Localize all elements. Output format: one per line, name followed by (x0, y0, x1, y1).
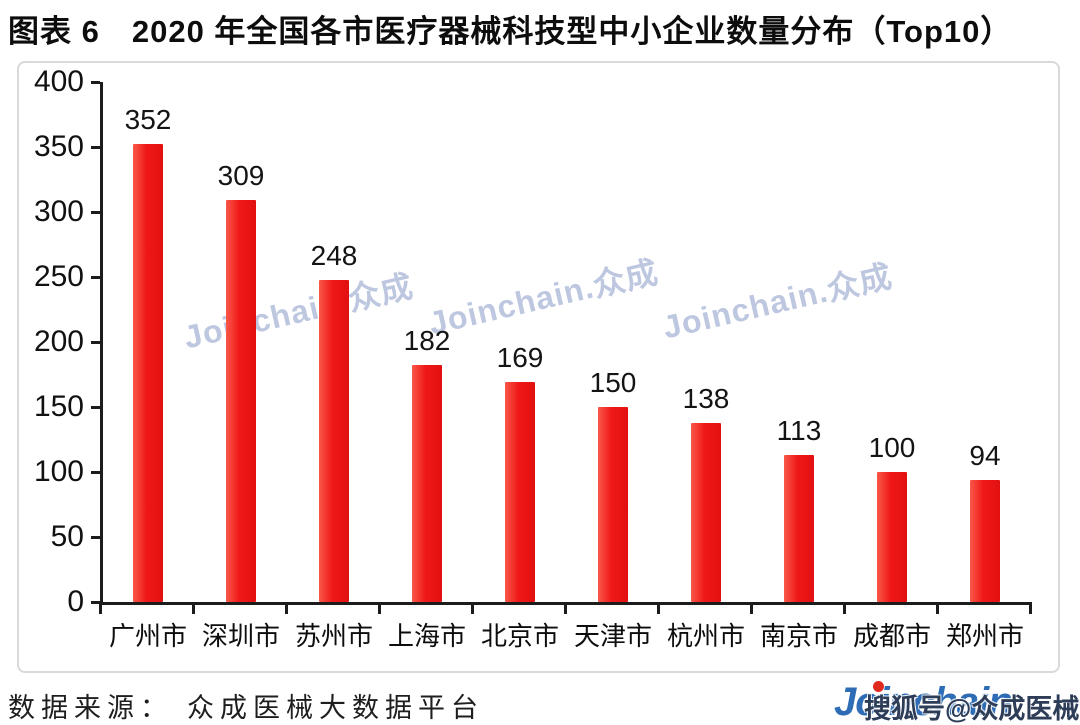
bar-南京市 (784, 455, 814, 602)
sohu-account-watermark: 搜狐号@众成医械 (864, 694, 1080, 724)
bar-value-label: 138 (682, 382, 730, 414)
bar-value-label: 169 (496, 342, 544, 374)
data-source-note: 数据来源： 众成医械大数据平台 (8, 686, 484, 725)
bar-广州市 (133, 144, 163, 602)
bar-value-label: 150 (589, 367, 637, 398)
x-axis-tick (99, 603, 102, 614)
bar-上海市 (412, 365, 442, 602)
y-axis-tick-label: 50 (50, 520, 84, 553)
x-axis-tick (285, 603, 288, 614)
y-axis-tick (91, 146, 100, 149)
brand-logo-area: Joinchain 搜狐号@众成医械 (834, 680, 1080, 724)
x-axis-label-深圳市: 深圳市 (201, 621, 280, 651)
x-axis-tick (936, 603, 939, 614)
y-axis-tick-label: 250 (33, 260, 84, 293)
bar-深圳市 (226, 200, 256, 602)
bar-成都市 (877, 472, 907, 602)
bar-value-label: 248 (310, 239, 358, 271)
x-axis-label-上海市: 上海市 (387, 621, 466, 651)
x-axis-tick (1029, 603, 1032, 614)
x-axis-tick (750, 603, 753, 614)
x-axis-label-杭州市: 杭州市 (666, 621, 745, 651)
bar-苏州市 (319, 279, 349, 602)
x-axis-label-成都市: 成都市 (852, 621, 931, 651)
bar-value-label: 182 (403, 325, 451, 357)
bar-value-label: 100 (868, 432, 916, 463)
chart-title: 图表 6 2020 年全国各市医疗器械科技型中小企业数量分布（Top10） (8, 14, 1013, 49)
data-source-value: 众成医械大数据平台 (187, 693, 484, 723)
x-axis-label-天津市: 天津市 (573, 621, 652, 651)
y-axis-tick (91, 341, 100, 344)
bar-value-label: 352 (124, 104, 172, 136)
data-source-label: 数据来源： (8, 693, 173, 723)
x-axis-tick (657, 603, 660, 614)
x-axis-tick (378, 603, 381, 614)
bar-value-label: 309 (217, 160, 265, 192)
bar-value-label: 113 (776, 415, 822, 447)
y-axis-line (100, 82, 103, 605)
x-axis-tick (192, 603, 195, 614)
y-axis-tick-label: 350 (33, 130, 84, 163)
y-axis-tick (91, 276, 100, 279)
bar-杭州市 (691, 422, 721, 602)
logo-red-dot-icon (873, 681, 884, 692)
y-axis-tick (91, 471, 100, 474)
y-axis-tick (91, 536, 100, 539)
x-axis-tick (471, 603, 474, 614)
watermark-joinchain: Joinchain.众成 (659, 257, 896, 346)
x-axis-label-北京市: 北京市 (480, 621, 559, 651)
x-axis-label-广州市: 广州市 (108, 621, 187, 651)
bar-天津市 (598, 407, 628, 602)
bar-北京市 (505, 382, 535, 602)
y-axis-tick-label: 150 (33, 390, 84, 423)
bar-郑州市 (970, 479, 1000, 602)
x-axis-tick (564, 603, 567, 614)
y-axis-tick (91, 601, 100, 604)
y-axis-tick-label: 0 (67, 585, 84, 618)
x-axis-label-苏州市: 苏州市 (294, 621, 373, 651)
bar-value-label: 94 (969, 439, 1001, 471)
x-axis-label-南京市: 南京市 (759, 621, 838, 651)
y-axis-tick (91, 211, 100, 214)
chart-panel: Joinchain.众成 Joinchain.众成 Joinchain.众成 4… (17, 61, 1060, 673)
y-axis-tick-label: 300 (33, 195, 84, 228)
y-axis-tick (91, 81, 100, 84)
x-axis-tick (843, 603, 846, 614)
y-axis-tick-label: 100 (33, 455, 84, 488)
y-axis-tick-label: 200 (33, 325, 84, 358)
joinchain-logo: Joinchain (834, 680, 1013, 724)
y-axis-tick (91, 406, 100, 409)
x-axis-label-郑州市: 郑州市 (945, 621, 1024, 651)
y-axis-tick-label: 400 (33, 65, 84, 98)
